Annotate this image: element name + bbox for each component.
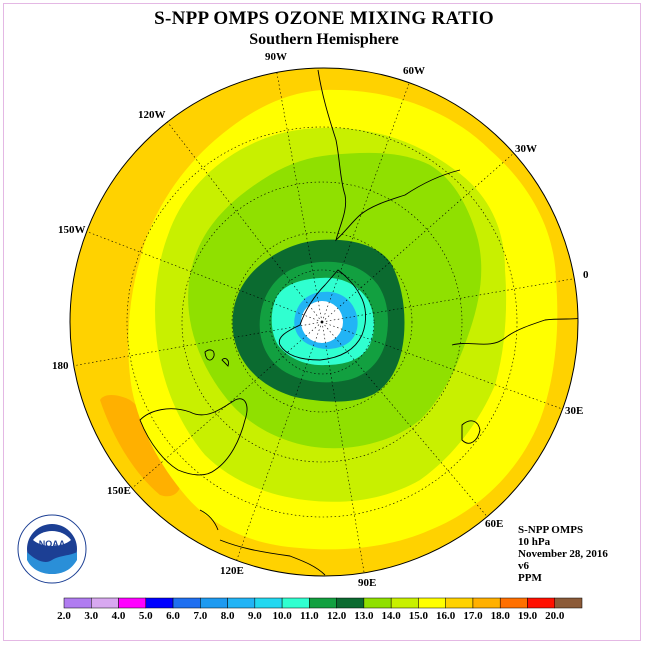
figure-subtitle: Southern Hemisphere: [249, 31, 399, 48]
info-version: v6: [518, 560, 529, 572]
figure-frame: [3, 3, 641, 641]
legend-tick-label: 6.0: [166, 610, 180, 622]
legend-tick-label: 20.0: [545, 610, 565, 622]
latitude-circle-80: [269, 269, 375, 375]
contour-16-17: [100, 395, 182, 497]
coast-australia: [139, 398, 248, 476]
info-block: S-NPP OMPS 10 hPa November 28, 2016 v6 P…: [518, 524, 608, 584]
lon-label-30w: 30W: [515, 143, 537, 155]
noaa-logo: NOAA: [17, 514, 87, 584]
legend-box-17: [527, 597, 555, 609]
lon-label-30e: 30E: [565, 405, 583, 417]
lon-label-60e: 60E: [485, 518, 503, 530]
legend-tick-label: 17.0: [463, 610, 483, 622]
legend-box-7: [254, 597, 283, 609]
legend-tick-label: 3.0: [84, 610, 98, 622]
legend-box-14: [445, 597, 474, 609]
legend-box-0: [63, 597, 92, 609]
legend-tick-label: 12.0: [327, 610, 347, 622]
coast-indonesia: [199, 509, 326, 576]
lon-label-0: 0: [583, 269, 589, 281]
legend-boxes: [63, 597, 583, 609]
lon-label-150w: 150W: [58, 224, 86, 236]
meridian-90e: [321, 321, 366, 576]
coast-new-zealand: [204, 349, 229, 367]
coast-madagascar: [461, 420, 481, 444]
legend-tick-label: 5.0: [139, 610, 153, 622]
lon-label-90e: 90E: [358, 577, 376, 589]
logo-wave-icon: [27, 552, 77, 574]
meridian-60w: [321, 77, 412, 323]
logo-bird-icon: [33, 531, 71, 546]
legend-tick-label: 4.0: [112, 610, 126, 622]
legend-box-6: [227, 597, 256, 609]
legend-box-1: [91, 597, 119, 609]
legend-box-4: [172, 597, 201, 609]
latitude-circle-60: [181, 181, 463, 463]
legend-box-9: [309, 597, 337, 609]
legend-box-5: [200, 597, 228, 609]
lon-label-180: 180: [52, 360, 69, 372]
legend-tick-label: 8.0: [221, 610, 235, 622]
lon-label-120w: 120W: [138, 109, 166, 121]
longitude-labels: 90W 60W 30W 0 30E 60E 90E 120E 150E 180 …: [52, 51, 589, 589]
legend-tick-label: 11.0: [300, 610, 319, 622]
coast-africa: [451, 317, 578, 346]
lon-label-90w: 90W: [265, 51, 287, 63]
legend-box-12: [390, 597, 419, 609]
legend-tick-label: 19.0: [518, 610, 538, 622]
lon-label-120e: 120E: [220, 565, 244, 577]
legend-box-13: [418, 597, 446, 609]
legend-tick-label: 14.0: [382, 610, 402, 622]
legend-box-10: [336, 597, 365, 609]
info-level: 10 hPa: [518, 536, 551, 548]
legend-labels: 2.0 3.0 4.0 5.0 6.0 7.0 8.0 9.0 10.0 11.0 12.0 13.0…: [57, 610, 565, 622]
graticule: [71, 68, 578, 576]
legend-box-3: [145, 597, 174, 609]
figure-title: S-NPP OMPS OZONE MIXING RATIO: [154, 8, 494, 29]
legend-tick-label: 9.0: [248, 610, 262, 622]
latitude-circle-70: [231, 231, 413, 413]
legend-box-8: [281, 597, 310, 609]
info-units: PPM: [518, 572, 542, 584]
meridian-0: [321, 277, 578, 323]
legend-box-16: [499, 597, 528, 609]
lon-label-150e: 150E: [107, 485, 131, 497]
legend-tick-label: 10.0: [272, 610, 292, 622]
title-block: S-NPP OMPS OZONE MIXING RATIO Southern H…: [0, 8, 648, 50]
coastlines: [139, 69, 578, 576]
legend-tick-label: 18.0: [491, 610, 511, 622]
legend-tick-label: 16.0: [436, 610, 456, 622]
legend-box-18: [554, 597, 583, 609]
legend-tick-label: 13.0: [354, 610, 374, 622]
legend-tick-label: 7.0: [193, 610, 207, 622]
meridian-90w: [275, 68, 323, 323]
meridian-60e: [321, 321, 491, 521]
logo-text: NOAA: [39, 539, 66, 549]
meridian-120e: [234, 321, 323, 566]
lon-label-60w: 60W: [403, 65, 425, 77]
meridian-30e: [321, 321, 566, 411]
meridian-150e: [129, 321, 323, 491]
meridian-30w: [321, 151, 516, 323]
coast-south-america: [317, 69, 461, 242]
coast-antarctica: [278, 269, 367, 361]
legend-box-15: [472, 597, 501, 609]
legend-box-2: [118, 597, 147, 609]
map-boundary: [69, 67, 579, 577]
info-instrument: S-NPP OMPS: [518, 524, 584, 536]
latitude-circle-50: [126, 126, 518, 518]
info-date: November 28, 2016: [518, 548, 608, 560]
legend-tick-label: 15.0: [409, 610, 429, 622]
ozone-field: [70, 68, 578, 576]
legend-tick-label: 2.0: [57, 610, 71, 622]
meridian-150w: [87, 231, 323, 323]
legend-box-11: [363, 597, 392, 609]
